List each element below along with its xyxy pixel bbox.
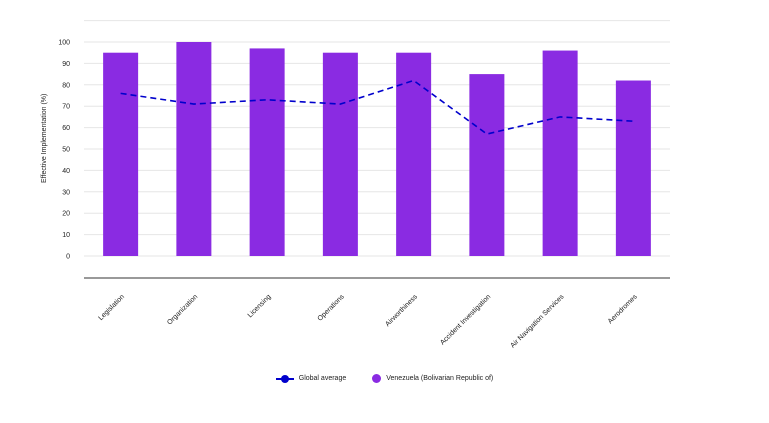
y-tick-labels: 0 10 20 30 40 50 60 70 80 90 100 (58, 40, 70, 261)
legend-dot-icon (372, 374, 382, 383)
y-tick-label: 70 (62, 104, 70, 111)
bar[interactable] (615, 80, 651, 257)
y-tick-label: 0 (66, 254, 70, 261)
x-tick-label: Aerodromes (607, 293, 639, 325)
average-point[interactable] (558, 115, 562, 119)
y-tick-label: 90 (62, 61, 70, 68)
legend-label-global-average: Global average (298, 375, 347, 382)
bar[interactable] (103, 52, 139, 257)
average-point[interactable] (265, 98, 269, 102)
bar[interactable] (542, 50, 578, 257)
legend-line-icon (275, 374, 294, 383)
average-point[interactable] (485, 132, 489, 136)
x-tick-label: Accident Investigation (439, 293, 492, 346)
bar[interactable] (469, 74, 505, 256)
average-line-path (120, 79, 634, 135)
average-point[interactable] (192, 102, 196, 106)
y-tick-label: 10 (62, 232, 70, 239)
y-tick-label: 20 (62, 211, 70, 218)
x-tick-label: Air Navigation Services (509, 293, 565, 349)
y-tick-label: 30 (62, 189, 70, 196)
legend-label-venezuela: Venezuela (Bolivarian Republic of) (386, 375, 494, 382)
average-point[interactable] (631, 119, 635, 123)
average-point[interactable] (338, 102, 342, 106)
average-point[interactable] (119, 91, 123, 95)
legend-item-global-average[interactable]: Global average (275, 374, 347, 383)
average-point[interactable] (412, 79, 416, 83)
y-axis-title: Effective Implementation (%) (41, 94, 48, 183)
x-tick-label: Organization (166, 293, 199, 326)
x-tick-labels: Legislation Organization Licensing Operatio… (97, 293, 639, 349)
x-tick-label: Operations (317, 293, 347, 323)
bar[interactable] (176, 42, 212, 256)
legend: Global average Venezuela (Bolivarian Rep… (0, 374, 769, 383)
bars (103, 42, 651, 257)
average-line (119, 79, 635, 136)
x-tick-label: Licensing (247, 293, 273, 319)
bar[interactable] (396, 52, 432, 257)
legend-item-venezuela[interactable]: Venezuela (Bolivarian Republic of) (372, 374, 493, 383)
y-tick-label: 60 (62, 125, 70, 132)
y-tick-label: 100 (58, 40, 70, 47)
x-tick-label: Airworthiness (384, 293, 419, 328)
bar[interactable] (249, 48, 285, 256)
x-tick-label: Legislation (97, 293, 126, 322)
y-tick-label: 40 (62, 168, 70, 175)
y-tick-label: 80 (62, 82, 70, 89)
bar[interactable] (322, 52, 358, 257)
grid-lines (84, 20, 670, 257)
y-tick-label: 50 (62, 147, 70, 154)
legend-line-dot-icon (280, 374, 289, 383)
